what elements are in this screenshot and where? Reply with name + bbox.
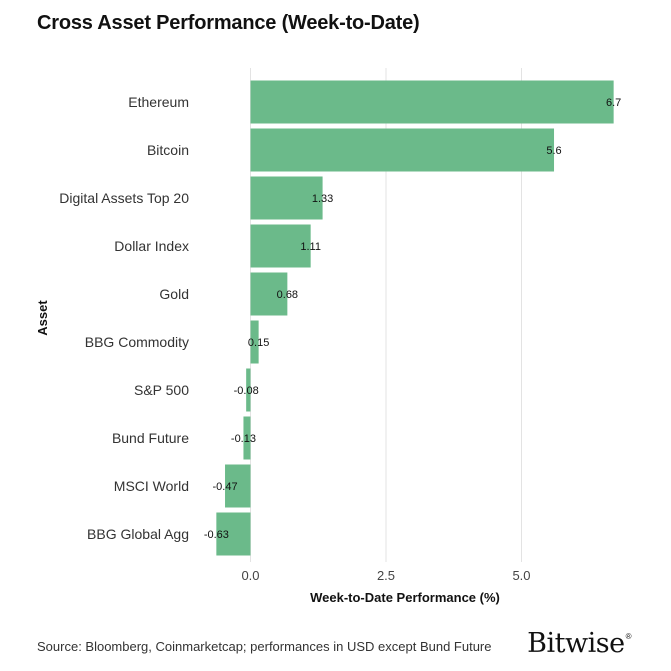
bar: [250, 176, 323, 220]
value-label: -0.47: [212, 481, 237, 493]
value-label: 6.7: [606, 97, 621, 109]
value-label: 5.6: [546, 145, 561, 157]
source-note: Source: Bloomberg, Coinmarketcap; perfor…: [37, 639, 492, 654]
y-axis-title: Asset: [35, 300, 50, 336]
bar: [250, 128, 555, 172]
bar: [246, 368, 251, 412]
value-label: 0.15: [248, 337, 269, 349]
bar: [250, 320, 259, 364]
value-label: -0.63: [204, 529, 229, 541]
x-tick-label: 2.5: [377, 568, 395, 583]
bar: [250, 272, 288, 316]
x-tick-label: 0.0: [241, 568, 259, 583]
category-label: Ethereum: [128, 94, 189, 110]
bar: [216, 512, 251, 556]
category-label: Digital Assets Top 20: [59, 190, 189, 206]
bitwise-logo: Bitwise®: [527, 628, 631, 659]
category-label: Gold: [159, 286, 189, 302]
category-label: S&P 500: [134, 382, 189, 398]
bar: [250, 80, 614, 124]
logo-text: Bitwise: [527, 628, 625, 659]
value-label: -0.08: [234, 385, 259, 397]
category-label: Dollar Index: [114, 238, 189, 254]
category-label: Bitcoin: [147, 142, 189, 158]
registered-mark: ®: [625, 632, 632, 641]
category-label: BBG Global Agg: [87, 526, 189, 542]
chart-title: Cross Asset Performance (Week-to-Date): [37, 12, 420, 34]
bar: [243, 416, 251, 460]
category-label: BBG Commodity: [85, 334, 189, 350]
category-label: MSCI World: [114, 478, 189, 494]
value-label: 0.68: [277, 289, 298, 301]
category-label: Bund Future: [112, 430, 189, 446]
value-label: -0.13: [231, 433, 256, 445]
bar: [225, 464, 251, 508]
value-label: 1.11: [300, 241, 321, 253]
value-label: 1.33: [312, 193, 333, 205]
x-tick-label: 5.0: [512, 568, 530, 583]
bar: [250, 224, 311, 268]
x-axis-title: Week-to-Date Performance (%): [310, 590, 500, 605]
